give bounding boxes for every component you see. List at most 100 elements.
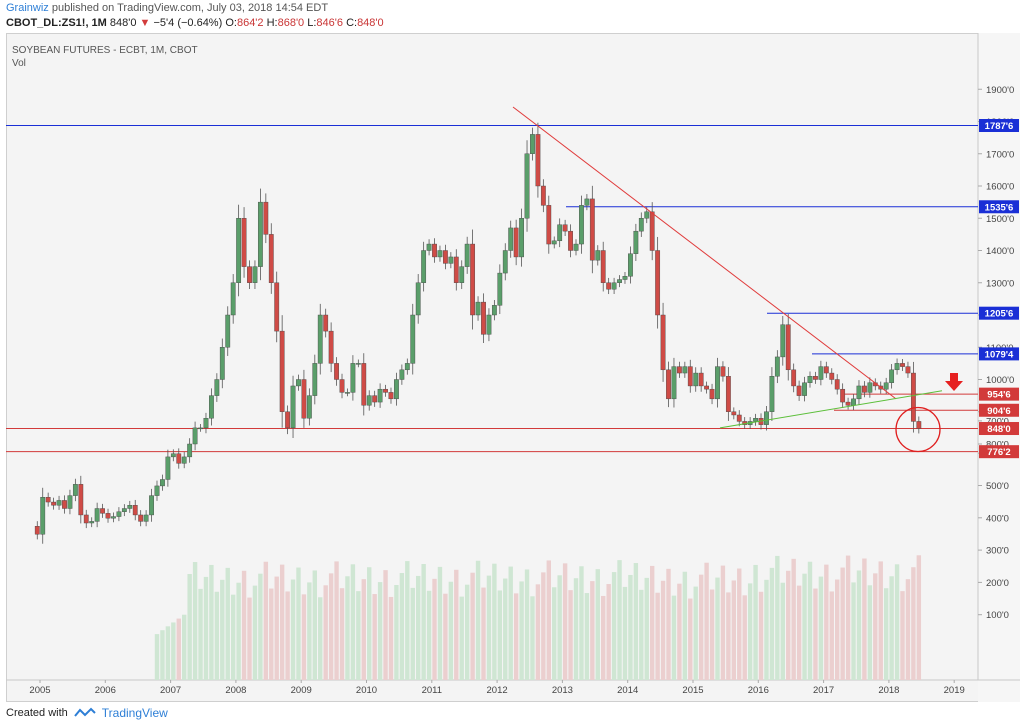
price-tag-label: 1787'6 [985, 121, 1014, 132]
x-tick-label: 2016 [748, 685, 769, 696]
candle-body [491, 305, 497, 316]
candle-body [94, 508, 100, 522]
candle-body [486, 314, 492, 335]
candle-body [361, 363, 367, 406]
candle-body [399, 369, 405, 380]
candle-body [845, 401, 851, 406]
volume-bar [916, 555, 922, 680]
candle-body [785, 324, 791, 371]
created-with-text: Created with [6, 707, 68, 719]
volume-bar [889, 576, 894, 680]
volume-bar [546, 560, 551, 680]
candle-body [209, 395, 214, 419]
volume-bar [698, 574, 704, 680]
candle-body [198, 427, 203, 430]
volume-bar [258, 573, 263, 680]
volume-bar [437, 566, 443, 680]
candle-body [546, 205, 552, 245]
volume-bar [715, 577, 720, 680]
volume-bar [851, 582, 856, 680]
close-label: C: [346, 17, 358, 29]
change-down-icon: ▼ [139, 17, 151, 29]
candle-body [165, 456, 171, 480]
candle-body [83, 514, 89, 524]
candle-body [437, 250, 443, 258]
symbol-info: CBOT_DL:ZS1!, 1M 848'0 ▼ −5'4 (−0.64%) O… [6, 17, 384, 29]
candle-body [791, 369, 797, 387]
tradingview-logo-icon [73, 707, 96, 717]
volume-bar [307, 582, 312, 680]
candle-body [72, 484, 78, 496]
candle-body [470, 243, 476, 316]
y-tick-label: 1700'0 [986, 149, 1014, 160]
volume-bar [176, 618, 181, 680]
x-tick-label: 2010 [356, 685, 377, 696]
candle-body [432, 243, 437, 258]
candle-body [834, 379, 840, 390]
volume-bar [443, 593, 448, 680]
candle-body [715, 366, 720, 400]
volume-bar [867, 585, 873, 680]
volume-bar [192, 562, 198, 680]
volume-bar [459, 596, 464, 680]
chart-title: SOYBEAN FUTURES - ECBT, 1M, CBOT [12, 45, 198, 56]
candle-body [241, 218, 247, 267]
price-tag [979, 200, 1019, 214]
volume-bar [198, 588, 203, 680]
chart-area[interactable] [6, 33, 1020, 702]
volume-bars [154, 555, 922, 680]
volume-bar [644, 577, 649, 680]
volume-bar [236, 582, 241, 680]
volume-bar [541, 572, 546, 680]
volume-bar [356, 591, 361, 680]
volume-bar [497, 590, 503, 680]
volume-bar [415, 575, 421, 680]
candle-body [274, 282, 280, 332]
candle-body [312, 363, 318, 396]
candle-body [459, 266, 465, 283]
candle-body [62, 500, 67, 509]
volume-bar [791, 558, 796, 680]
volume-bar [639, 589, 644, 680]
symbol-name: CBOT_DL:ZS1!, 1M [6, 17, 107, 29]
volume-bar [372, 594, 377, 680]
x-tick-label: 2014 [617, 685, 638, 696]
volume-bar [475, 560, 481, 680]
x-tick-label: 2012 [487, 685, 508, 696]
candle-body [900, 363, 905, 367]
candle-body [453, 256, 459, 283]
candle-body [464, 243, 470, 267]
candle-body [889, 369, 895, 383]
candle-body [225, 314, 231, 348]
candle-body [736, 414, 742, 422]
volume-bar [530, 596, 535, 680]
volume-bar [704, 562, 709, 680]
volume-bar [519, 581, 524, 680]
volume-bar [486, 575, 492, 680]
author-link[interactable]: Grainwiz [6, 2, 49, 14]
volume-bar [388, 596, 394, 680]
candle-body [111, 516, 116, 519]
brand-link[interactable]: TradingView [101, 706, 168, 720]
candle-body [606, 282, 612, 290]
volume-bar [742, 595, 747, 680]
price-tag-label: 848'0 [987, 424, 1010, 435]
price-chart[interactable]: 100'0200'0300'0400'0500'0600'0700'0800'0… [6, 33, 1020, 702]
candle-body [530, 134, 535, 154]
volume-bar [677, 583, 682, 680]
volume-bar [883, 588, 889, 680]
volume-bar [911, 567, 916, 680]
volume-bar [492, 563, 497, 680]
volume-bar [900, 591, 905, 680]
last-price: 848'0 [109, 17, 137, 29]
volume-bar [622, 586, 628, 680]
volume-bar [214, 591, 220, 680]
volume-bar [285, 591, 290, 680]
candle-body [649, 211, 655, 251]
volume-bar [905, 579, 911, 680]
candle-body [502, 250, 508, 274]
price-tag-label: 1079'4 [985, 349, 1014, 360]
price-tag [979, 306, 1019, 320]
volume-bar [367, 567, 372, 680]
candle-body [203, 418, 209, 429]
